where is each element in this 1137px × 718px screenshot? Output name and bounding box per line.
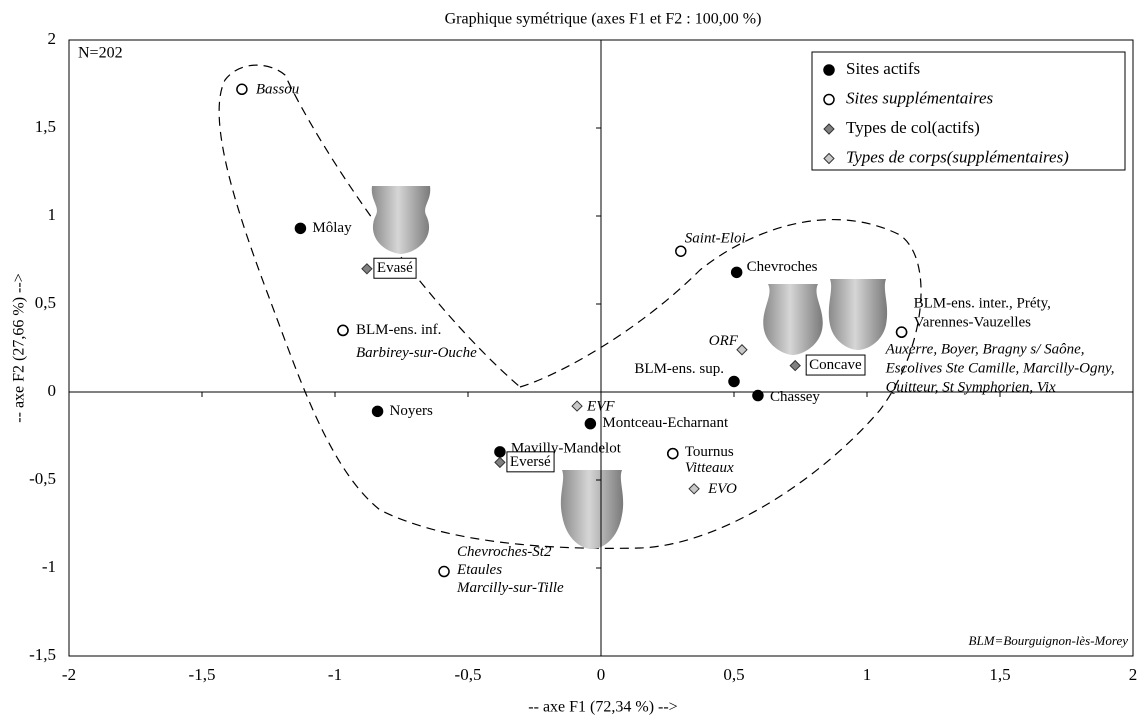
point xyxy=(895,326,908,338)
point-label: Môlay xyxy=(312,220,352,236)
point-label: Chassey xyxy=(770,389,820,405)
group-outline xyxy=(218,64,922,549)
legend-label: Types de col(actifs) xyxy=(846,118,980,137)
point-label: Varennes-Vauzelles xyxy=(914,315,1032,331)
x-tick-label: -1,5 xyxy=(189,665,216,684)
point-label: BLM-ens. inter., Préty, xyxy=(914,296,1051,312)
point-label: Vitteaux xyxy=(685,460,734,476)
pot-illustration xyxy=(371,186,888,549)
y-axis-label: -- axe F2 (27,66 %) --> xyxy=(11,273,28,422)
label-box xyxy=(373,257,417,279)
point xyxy=(438,565,450,578)
point-label: Tournus xyxy=(685,444,734,460)
point xyxy=(571,400,583,412)
x-tick-label: -2 xyxy=(62,665,76,684)
point-label: Chevroches xyxy=(747,259,818,275)
legend-marker xyxy=(823,64,835,76)
point xyxy=(337,324,349,337)
point xyxy=(752,389,764,402)
point xyxy=(688,483,700,495)
point-label: Evasé xyxy=(377,260,413,276)
legend-label: Sites actifs xyxy=(846,59,920,78)
chart-title: Graphique symétrique (axes F1 et F2 : 10… xyxy=(445,11,762,28)
point-label: Chevroches-St2 xyxy=(457,544,552,560)
y-tick-label: 2 xyxy=(48,29,57,48)
point-label: Saint-Eloi xyxy=(685,231,746,247)
point xyxy=(294,222,307,235)
label-box xyxy=(506,451,555,473)
point xyxy=(736,344,748,356)
x-axis-label: -- axe F1 (72,34 %) --> xyxy=(528,699,677,716)
y-tick-label: -1 xyxy=(42,557,56,576)
legend-box xyxy=(811,51,1126,171)
point-label: Eversé xyxy=(510,454,551,470)
point-label: Marcilly-sur-Tille xyxy=(456,580,564,596)
x-tick-label: 0 xyxy=(597,665,606,684)
label-box xyxy=(805,354,866,376)
point-label: Escolives Ste Camille, Marcilly-Ogny, xyxy=(885,361,1115,377)
legend-marker xyxy=(823,152,835,165)
point xyxy=(361,263,373,275)
annotation: N=202 xyxy=(78,45,123,62)
x-tick-label: 1 xyxy=(863,665,872,684)
point xyxy=(675,245,687,257)
point-label: Concave xyxy=(809,357,862,373)
point-label: BLM-ens. sup. xyxy=(634,361,724,377)
point xyxy=(728,375,740,388)
point-label: BLM-ens. inf. xyxy=(356,322,441,338)
point xyxy=(584,417,597,430)
y-tick-label: 0 xyxy=(48,381,57,400)
x-tick-label: 0,5 xyxy=(723,665,744,684)
x-tick-label: 2 xyxy=(1129,665,1137,684)
point-label: Quitteur, St Symphorien, Vix xyxy=(886,380,1056,396)
x-tick-label: 1,5 xyxy=(989,665,1010,684)
y-tick-label: 1,5 xyxy=(35,117,56,136)
point xyxy=(494,446,506,458)
y-tick-label: 1 xyxy=(48,205,57,224)
legend-marker xyxy=(823,123,835,135)
point xyxy=(789,359,801,372)
legend-label: Types de corps(supplémentaires) xyxy=(846,147,1069,166)
point xyxy=(236,83,248,96)
point-label: Etaules xyxy=(456,562,502,578)
x-tick-label: -1 xyxy=(328,665,342,684)
point-label: ORF xyxy=(709,333,739,349)
y-tick-label: 0,5 xyxy=(35,293,56,312)
point xyxy=(730,266,743,279)
point-label: Auxerre, Boyer, Bragny s/ Saône, xyxy=(885,342,1085,358)
point-label: EVO xyxy=(707,481,737,497)
legend-label: Sites supplémentaires xyxy=(846,88,994,107)
annotation: BLM=Bourguignon-lès-Morey xyxy=(969,633,1129,648)
point xyxy=(667,447,679,460)
point-label: Barbirey-sur-Ouche xyxy=(356,345,477,361)
point-label: Montceau-Echarnant xyxy=(602,415,729,431)
x-tick-label: -0,5 xyxy=(455,665,482,684)
y-tick-label: -0,5 xyxy=(29,469,56,488)
y-tick-label: -1,5 xyxy=(29,645,56,664)
legend-marker xyxy=(823,93,835,106)
point xyxy=(371,405,384,418)
point-label: Noyers xyxy=(390,403,433,419)
point-label: Bassou xyxy=(256,82,299,98)
point xyxy=(494,456,506,469)
point-label: EVF xyxy=(586,399,615,415)
